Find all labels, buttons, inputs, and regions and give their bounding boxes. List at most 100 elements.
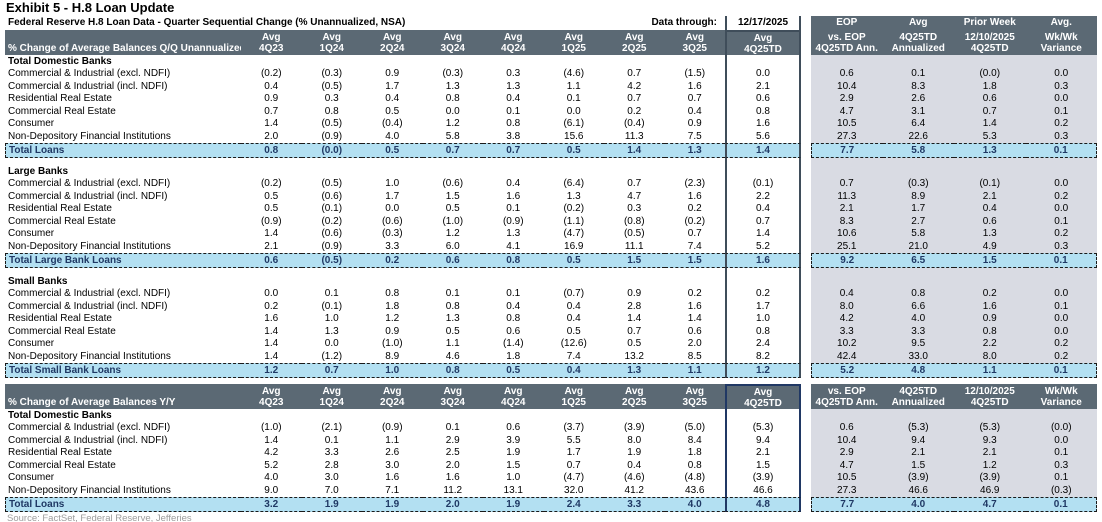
row-label: Commercial & Industrial (excl. NDFI) xyxy=(8,422,171,433)
right-panel-value-cell: 5.3 xyxy=(954,130,1026,143)
value-cell: 0.7 xyxy=(687,93,702,104)
right-panel-total-cell: 0.1 xyxy=(1025,363,1097,378)
table-row: Residential Real Estate 1.6 1.0 1.2 1.3 0.8 0.… xyxy=(5,313,1102,326)
value-cell: 0.0 xyxy=(445,105,460,117)
value-cell: 8.9 xyxy=(385,350,400,362)
value-cell: 2.0 xyxy=(687,338,702,349)
column-spacer xyxy=(801,143,811,158)
period-header-cell-line: 4Q23 xyxy=(259,42,284,54)
column-spacer xyxy=(801,16,811,30)
period-header-cell: Avg 3Q24 xyxy=(422,384,483,409)
value-cell: (4.6) xyxy=(623,472,645,483)
value-cell: 4.2 xyxy=(264,447,279,458)
value-cell: 0.2 xyxy=(627,105,642,117)
column-spacer xyxy=(801,30,811,55)
value-cell: 4.0 xyxy=(385,130,400,142)
value-cell: 1.7 xyxy=(566,447,581,458)
section-gap-row xyxy=(5,158,1102,165)
right-panel-value-cell: 1.7 xyxy=(882,203,954,216)
value-cell: (0.9) xyxy=(321,240,343,252)
value-cell: 0.7 xyxy=(627,178,642,189)
value-cell: 1.1 xyxy=(566,80,581,92)
value-cell: (0.9) xyxy=(381,422,403,433)
total-row-label: Total Large Bank Loans xyxy=(5,253,241,268)
column-spacer xyxy=(801,384,811,409)
total-value-cell: 1.9 xyxy=(483,497,544,512)
right-panel-header-cell: vs. EOP 4Q25TD Ann. xyxy=(811,384,883,409)
value-cell: 0.5 xyxy=(566,325,581,337)
value-cell: (0.6) xyxy=(381,215,403,227)
right-panel-value-cell: 0.7 xyxy=(954,105,1026,118)
period-header-cell: Avg 2Q24 xyxy=(362,30,423,55)
value-cell: 1.4 xyxy=(264,350,279,362)
value-cell: 1.7 xyxy=(725,300,801,313)
value-cell: 1.9 xyxy=(506,447,521,458)
right-panel-value-cell: 1.4 xyxy=(954,118,1026,131)
value-cell: 0.7 xyxy=(566,459,581,471)
period-header-cell-line: Avg xyxy=(503,385,523,397)
value-cell: 1.2 xyxy=(445,228,460,239)
value-cell: 0.5 xyxy=(264,203,279,214)
total-row-label: Total Small Bank Loans xyxy=(5,363,241,378)
right-panel-value-cell: 0.3 xyxy=(1025,240,1097,253)
right-panel-value-cell: 8.9 xyxy=(882,190,954,203)
value-cell: 1.6 xyxy=(264,313,279,324)
right-panel-value-cell: 2.1 xyxy=(882,447,954,460)
right-panel-header-cell-line: Annualized xyxy=(891,396,945,408)
right-panel-header-cell: 12/10/2025 4Q25TD xyxy=(954,30,1026,55)
value-cell: 3.0 xyxy=(385,459,400,471)
right-panel-value-cell: 3.1 xyxy=(882,105,954,118)
period-header-cell-line: 1Q24 xyxy=(319,42,344,54)
right-panel-total-cell: 4.7 xyxy=(954,497,1026,512)
column-spacer xyxy=(801,80,811,93)
total-value-cell: 1.3 xyxy=(604,363,665,378)
total-value-cell: 0.5 xyxy=(543,253,604,268)
value-cell: 2.0 xyxy=(445,459,460,471)
value-cell: 3.8 xyxy=(506,130,521,142)
value-cell: 0.0 xyxy=(725,68,801,81)
right-panel-value-cell: (0.3) xyxy=(1025,484,1097,497)
right-panel-value-cell: 0.3 xyxy=(1025,80,1097,93)
column-spacer xyxy=(801,215,811,228)
right-panel-filler xyxy=(882,158,954,165)
value-cell: 0.7 xyxy=(687,228,702,239)
column-spacer xyxy=(801,422,811,435)
right-panel-filler xyxy=(882,165,954,178)
row-label: Non-Depository Financial Institutions xyxy=(8,350,171,362)
value-cell: (0.5) xyxy=(623,228,645,239)
period-header-cell-line: Avg xyxy=(261,31,281,43)
table-row: Commercial & Industrial (incl. NDFI) 1.4 0… xyxy=(5,434,1102,447)
value-cell: 1.3 xyxy=(566,190,581,202)
period-header-cell: Avg 1Q25 xyxy=(543,384,604,409)
value-cell: 3.3 xyxy=(385,240,400,252)
value-cell: 0.6 xyxy=(725,93,801,106)
value-cell: (0.2) xyxy=(684,215,706,227)
table-row: Commercial & Industrial (incl. NDFI) 0.5 (… xyxy=(5,190,1102,203)
total-value-cell: 3.3 xyxy=(604,497,665,512)
right-panel-value-cell: 0.6 xyxy=(811,68,883,81)
right-panel-filler xyxy=(811,158,883,165)
value-cell: 8.2 xyxy=(725,350,801,363)
right-panel-value-cell: 0.4 xyxy=(811,288,883,301)
value-cell: 2.4 xyxy=(725,338,801,351)
value-cell: 1.7 xyxy=(385,80,400,92)
right-panel-value-cell: 8.0 xyxy=(811,300,883,313)
value-cell: 32.0 xyxy=(564,484,584,496)
right-panel-filler xyxy=(954,165,1026,178)
period-header-cell-line: Avg xyxy=(443,31,463,43)
right-panel-filler xyxy=(954,55,1026,68)
value-cell: 1.4 xyxy=(264,434,279,446)
period-header-cell-line: 3Q24 xyxy=(440,396,465,408)
total-row: Total Loans 3.2 1.9 1.9 2.0 1.9 2.4 3.3 4.0 4.8 7.… xyxy=(5,497,1102,512)
value-cell: 7.4 xyxy=(687,240,702,252)
period-header-cell-line: Avg xyxy=(564,31,584,43)
right-panel-value-cell: 27.3 xyxy=(811,130,883,143)
right-panel-value-cell: 2.9 xyxy=(811,93,883,106)
value-cell: 1.8 xyxy=(506,350,521,362)
period-header-cell: Avg 4Q24 xyxy=(483,384,544,409)
right-panel-header-cell-line: Variance xyxy=(1040,396,1082,408)
column-spacer xyxy=(801,178,811,191)
table-row: Commercial & Industrial (excl. NDFI) 0.0 0… xyxy=(5,288,1102,301)
value-cell: 0.1 xyxy=(324,288,339,299)
value-cell: 0.5 xyxy=(445,325,460,337)
